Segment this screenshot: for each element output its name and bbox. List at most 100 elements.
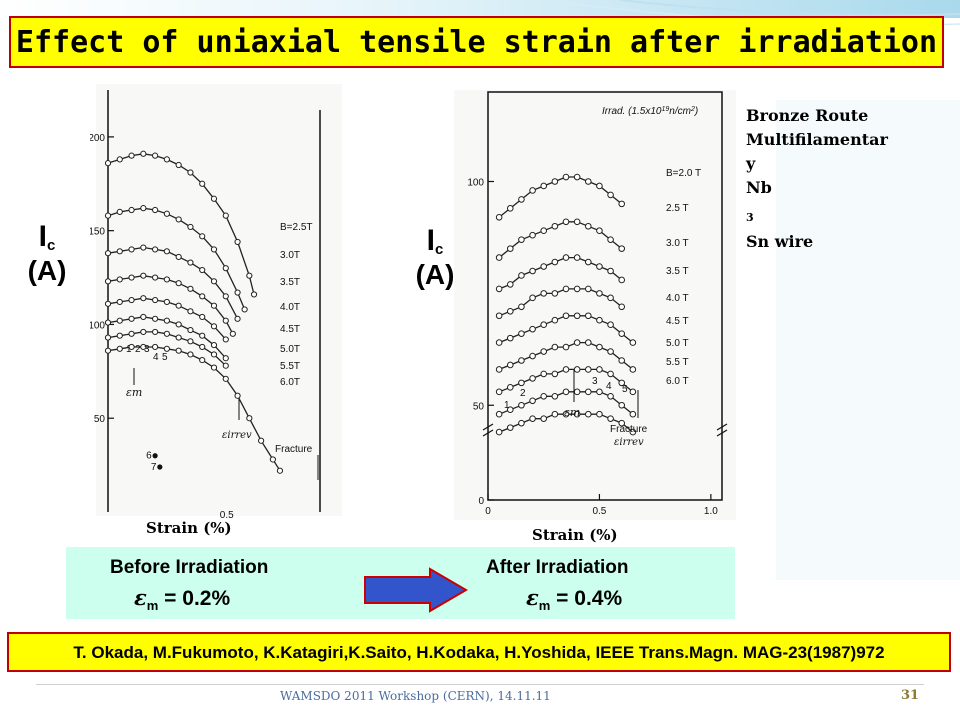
footer-divider	[36, 684, 924, 685]
series-label-5: 5.0T	[280, 344, 300, 355]
data-point	[140, 150, 147, 157]
comparison-panel: Before Irradiation εm = 0.2% After Irrad…	[66, 547, 735, 619]
data-point	[116, 208, 123, 216]
data-point	[222, 375, 229, 382]
data-point	[596, 366, 603, 373]
chart-before-irradiation: 50 100 150 200 B=2.5T 3.0T 3.5T 4.0T 4.5T 5.0T 5.5…	[90, 90, 321, 520]
data-point	[540, 393, 548, 400]
point-index-label-3: 4	[153, 352, 159, 363]
data-point	[199, 293, 206, 300]
point-index-label-1: 2	[135, 344, 141, 355]
page-number: 31	[901, 688, 920, 703]
data-point	[529, 375, 536, 382]
material-description: Bronze Route Multifilamentar y Nb 3 Sn wir…	[746, 106, 888, 252]
data-point	[246, 415, 253, 422]
annotation-eps-irrev: εirrev	[222, 430, 252, 441]
data-point	[529, 267, 536, 275]
left-figure-scan	[96, 84, 342, 516]
data-point	[175, 280, 182, 287]
data-point	[246, 272, 253, 279]
data-point	[163, 210, 170, 217]
data-point	[199, 233, 206, 240]
plot-frame	[487, 91, 723, 501]
data-point	[551, 222, 559, 230]
data-point	[104, 334, 112, 341]
data-point	[540, 263, 548, 270]
series-line-3	[498, 288, 623, 317]
data-point	[229, 330, 236, 337]
x-tick-label-0: 0.5	[220, 510, 234, 520]
annotation-fracture: Fracture	[275, 444, 313, 455]
data-point	[199, 266, 206, 274]
data-point	[607, 236, 614, 243]
x-tick-label-2: 1.0	[704, 506, 718, 517]
data-point	[163, 317, 170, 324]
series-label-7: 5.5 T	[666, 357, 689, 368]
data-point	[199, 313, 206, 321]
annotation-eps-m: εm	[126, 386, 142, 399]
data-point	[573, 410, 581, 418]
data-point	[529, 231, 536, 239]
data-point	[210, 341, 218, 349]
data-point	[618, 379, 626, 387]
data-point	[506, 205, 514, 212]
data-point	[618, 330, 626, 337]
data-point	[163, 156, 170, 163]
data-point	[506, 281, 514, 288]
data-point	[222, 212, 229, 219]
data-point	[116, 345, 123, 352]
data-point	[175, 216, 182, 223]
data-point	[495, 366, 503, 373]
data-point	[210, 246, 218, 253]
data-point	[175, 302, 182, 309]
data-point	[163, 345, 170, 352]
data-point	[573, 173, 581, 181]
data-point	[596, 388, 603, 396]
data-point	[199, 180, 206, 187]
data-point	[128, 274, 135, 281]
data-point	[222, 336, 229, 343]
data-point	[551, 343, 559, 351]
series-label-3: 4.0T	[280, 302, 300, 313]
data-point	[152, 274, 159, 281]
data-point	[573, 339, 581, 346]
data-point	[551, 316, 559, 324]
header-gradient-band	[0, 0, 960, 18]
data-point	[596, 290, 603, 297]
x-axis-label-right: Strain (%)	[532, 526, 618, 544]
data-point	[629, 428, 637, 436]
data-point	[128, 343, 135, 351]
data-point	[140, 205, 147, 212]
data-point	[104, 347, 112, 354]
data-point	[573, 312, 581, 320]
data-point	[518, 272, 525, 279]
data-point	[187, 326, 194, 334]
data-point	[573, 285, 581, 293]
data-point	[210, 323, 218, 330]
data-point	[210, 302, 218, 309]
before-irradiation-label: Before Irradiation	[110, 557, 269, 578]
data-point	[187, 259, 194, 266]
isolated-point-1	[157, 464, 163, 470]
point-index-label-0: 1	[504, 400, 510, 411]
y-tick-label-2: 150	[90, 227, 105, 238]
data-point	[518, 379, 525, 387]
data-point	[518, 357, 525, 364]
data-point	[573, 388, 581, 396]
data-point	[152, 246, 159, 253]
series-line-7	[107, 346, 281, 472]
data-point	[596, 343, 603, 351]
data-point	[152, 315, 159, 322]
data-point	[116, 156, 123, 163]
data-point	[506, 424, 514, 431]
series-label-5: 4.5 T	[666, 316, 689, 327]
data-point	[607, 348, 614, 355]
data-point	[551, 290, 559, 297]
data-point	[140, 244, 147, 251]
data-point	[187, 223, 194, 231]
data-point	[104, 160, 112, 167]
data-point	[573, 254, 581, 261]
data-point	[175, 253, 182, 261]
point-index-label-4: 5	[622, 384, 628, 395]
